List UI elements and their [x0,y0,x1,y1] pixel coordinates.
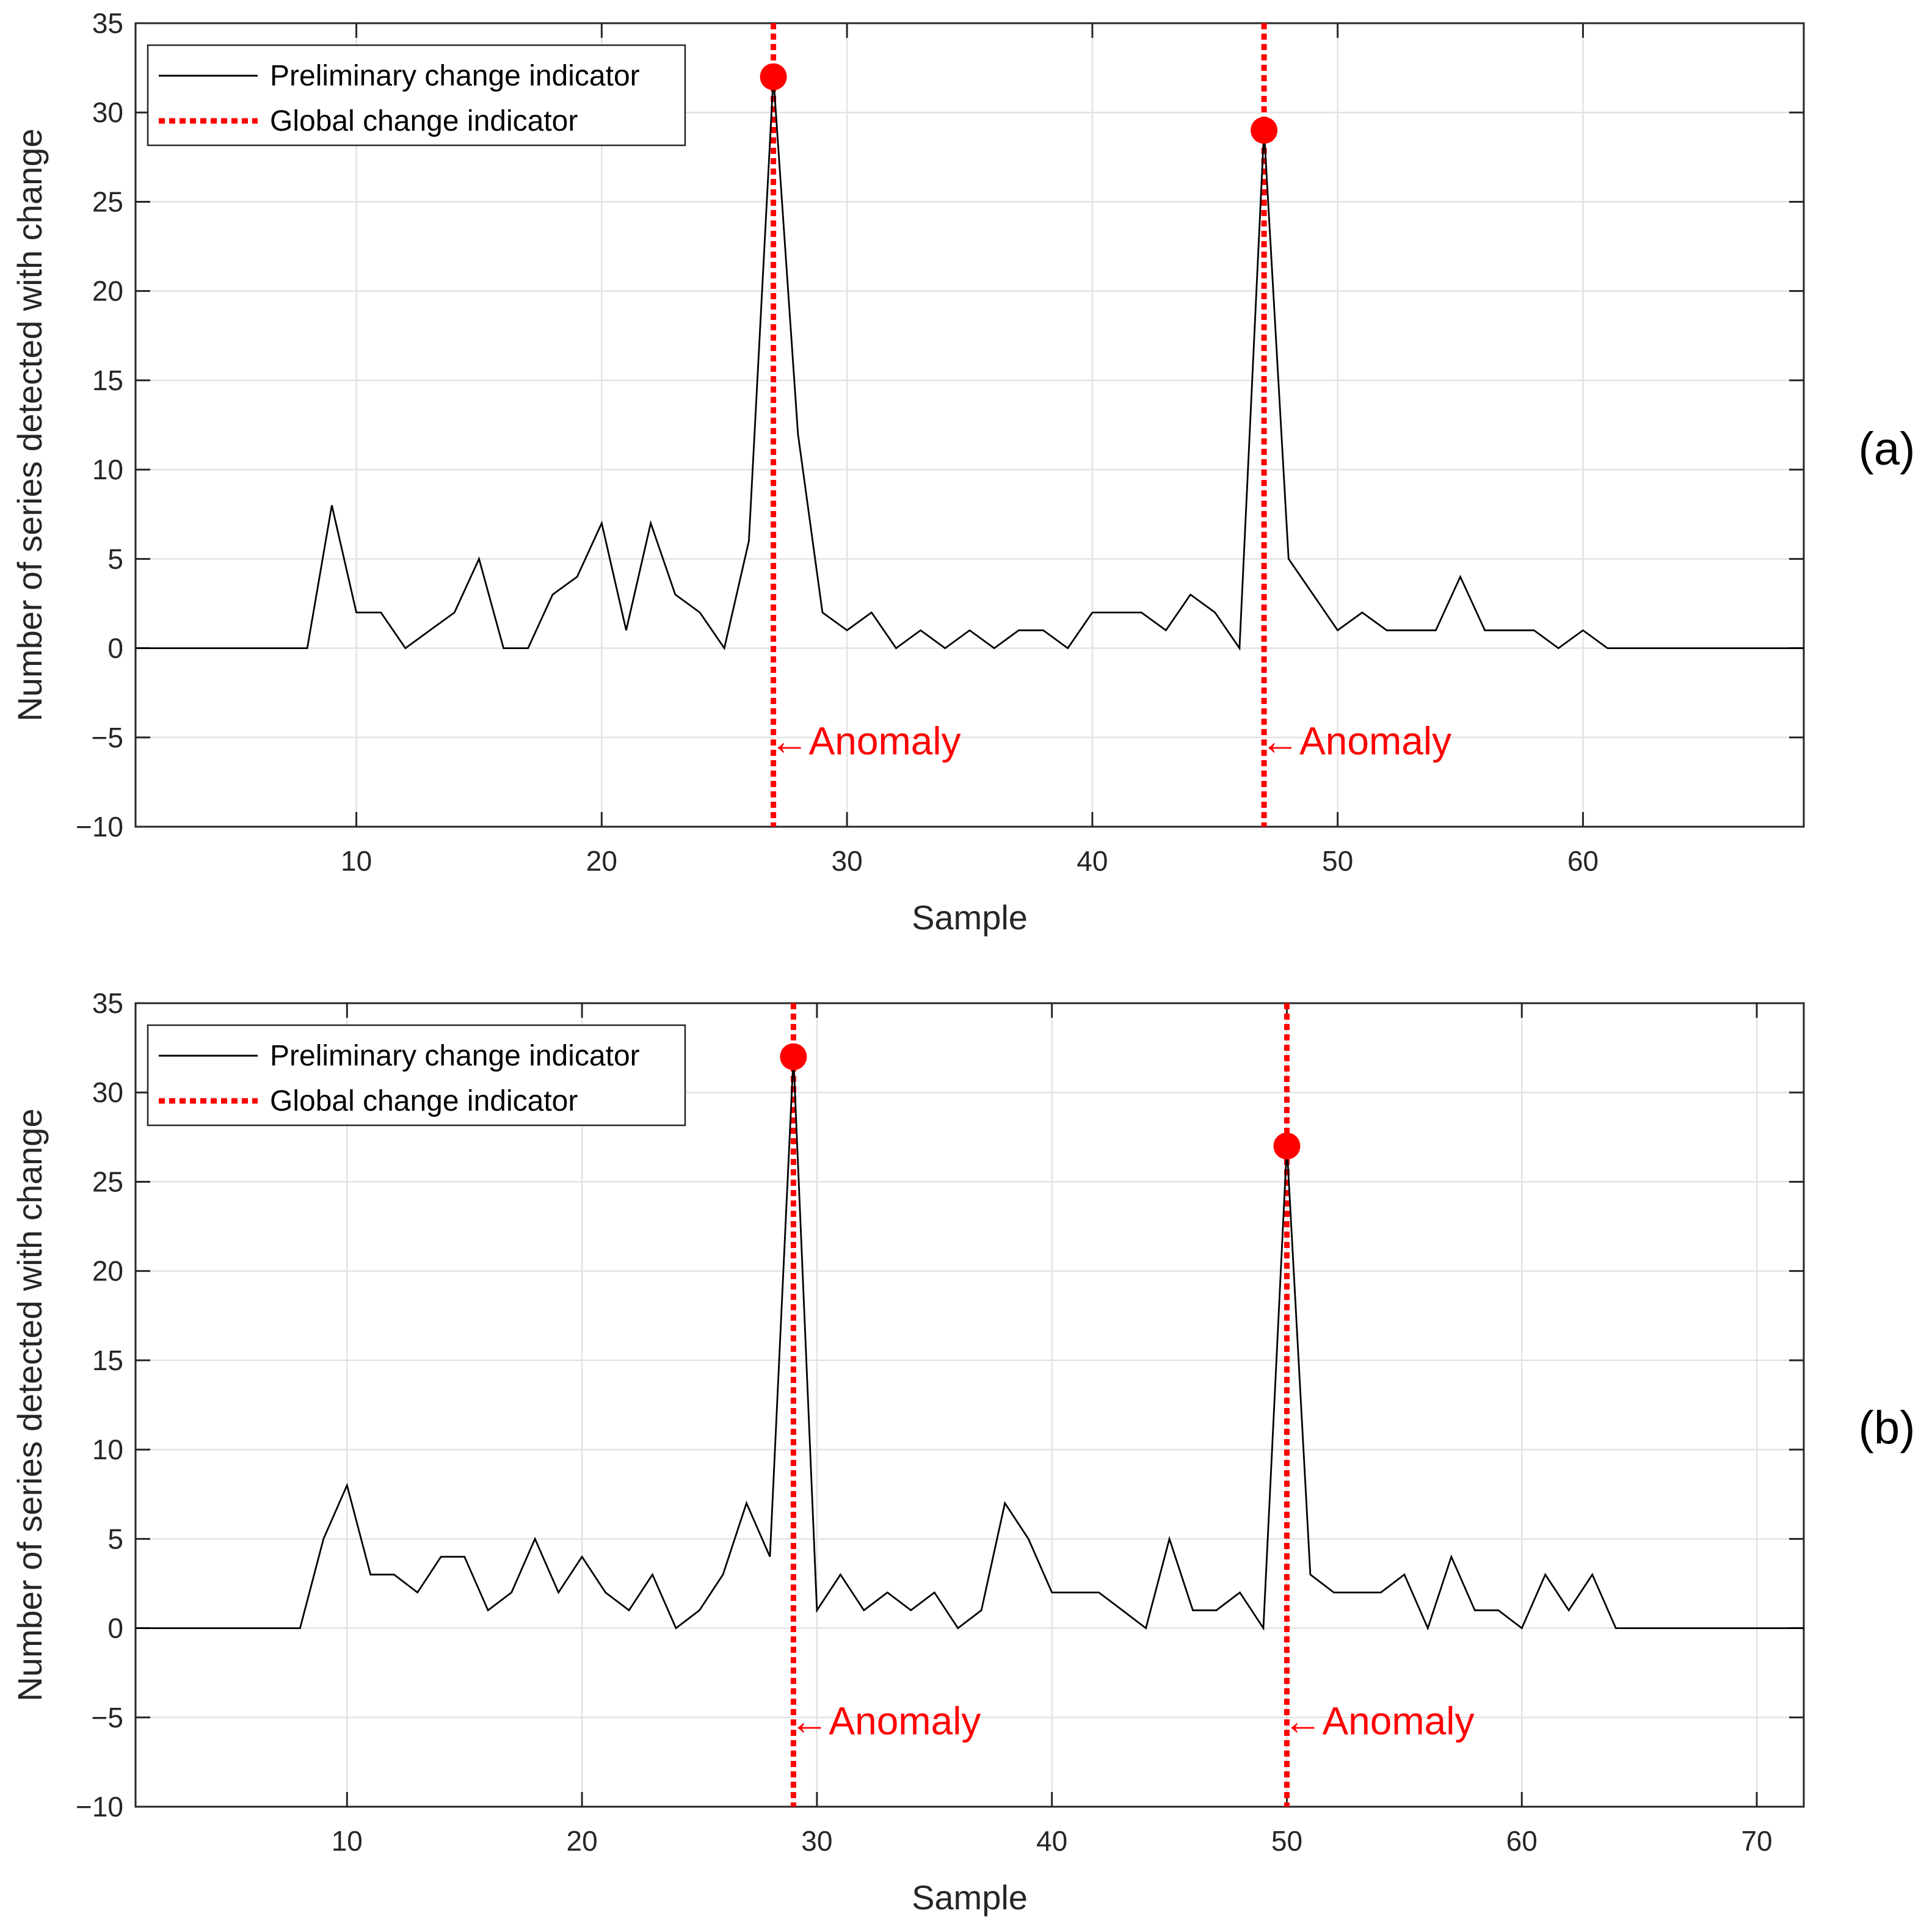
x-axis-label: Sample [912,1878,1028,1917]
y-tick-label: 0 [107,633,123,664]
x-tick-label: 20 [567,1825,598,1857]
y-tick-label: 15 [92,365,123,396]
y-tick-label: 10 [92,1434,123,1465]
legend-label-global: Global change indicator [270,1085,578,1117]
panel-label: (b) [1859,1402,1916,1454]
x-tick-label: 30 [832,845,863,877]
x-axis-label: Sample [912,898,1028,937]
preliminary-change-line [136,76,1804,651]
x-tick-label: 10 [332,1825,363,1857]
chart-panel-b: 10 20 30 40 50 60 70 −10 −5 0 5 10 15 20 25 30 35 Sample N… [10,987,1915,1917]
peak-marker [760,63,787,90]
peak-marker [780,1043,807,1070]
y-tick-label: 15 [92,1345,123,1376]
plot-area [136,1003,1804,1807]
panel-label: (a) [1859,423,1916,475]
x-tick-label: 10 [341,845,372,877]
y-tick-label: 30 [92,1076,123,1108]
plot-area [136,23,1804,827]
x-tick-label: 20 [586,845,617,877]
legend: Preliminary change indicator Global chang… [147,44,686,147]
x-tick-label: 30 [801,1825,832,1857]
x-tick-label: 40 [1036,1825,1067,1857]
x-tick-label: 60 [1567,845,1599,877]
y-tick-label: 0 [107,1613,123,1644]
y-tick-label: 10 [92,454,123,485]
legend: Preliminary change indicator Global chang… [147,1024,686,1127]
y-tick-label: 35 [92,987,123,1019]
y-axis-label: Number of series detected with change [10,128,49,721]
x-tick-label: 50 [1271,1825,1302,1857]
y-axis-label: Number of series detected with change [10,1108,49,1701]
peak-marker [1273,1132,1301,1159]
anomaly-annotation: ←Anomaly [1260,719,1451,763]
x-tick-label: 70 [1741,1825,1772,1857]
axes-box [134,22,1805,828]
chart-panel-a: 10 20 30 40 50 60 −10 −5 0 5 10 15 20 25 30 35 Sample Num… [10,7,1915,937]
y-tick-label: 5 [107,1523,123,1555]
anomaly-annotation: ←Anomaly [790,1699,981,1743]
legend-label-preliminary: Preliminary change indicator [270,60,640,92]
legend-label-global: Global change indicator [270,105,578,137]
legend-box [147,44,686,147]
y-tick-label: 25 [92,1166,123,1197]
x-tick-label: 60 [1506,1825,1538,1857]
y-tick-label: −10 [76,811,123,843]
y-tick-label: 20 [92,275,123,307]
anomaly-annotation: ←Anomaly [770,719,961,763]
x-tick-label: 40 [1077,845,1108,877]
y-tick-label: 25 [92,186,123,217]
anomaly-annotation: ←Anomaly [1283,1699,1474,1743]
y-tick-label: 20 [92,1255,123,1287]
legend-label-preliminary: Preliminary change indicator [270,1040,640,1072]
peak-marker [1251,117,1278,144]
y-tick-label: 5 [107,543,123,575]
y-tick-label: −10 [76,1791,123,1823]
legend-box [147,1024,686,1127]
y-tick-label: 30 [92,96,123,128]
x-tick-label: 50 [1322,845,1353,877]
preliminary-change-line [136,1056,1804,1631]
y-tick-label: −5 [92,722,123,753]
y-tick-label: 35 [92,7,123,39]
axes-box [134,1002,1805,1808]
y-tick-label: −5 [92,1702,123,1733]
